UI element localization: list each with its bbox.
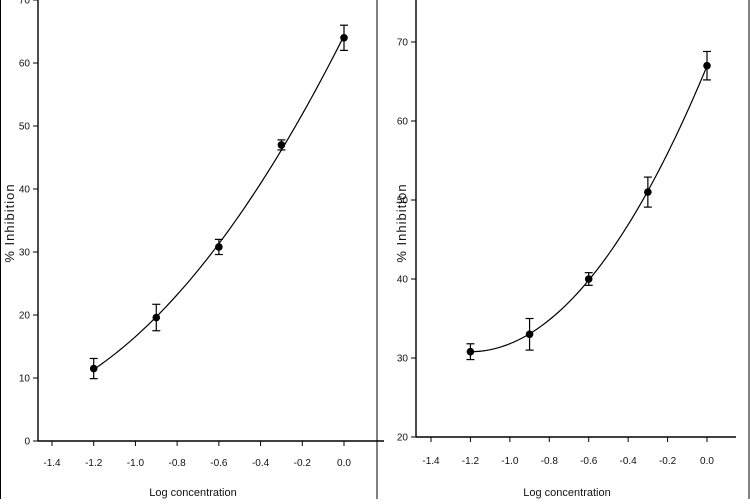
data-point bbox=[703, 61, 711, 70]
x-tick-label: -1.4 bbox=[43, 458, 61, 469]
x-tick-label: -1.0 bbox=[127, 458, 145, 469]
x-tick-label: 0.0 bbox=[337, 458, 351, 469]
y-tick-label: 60 bbox=[19, 59, 31, 70]
y-tick-label: 50 bbox=[19, 122, 31, 133]
x-axis-title: Log concentration bbox=[523, 487, 610, 499]
fit-curve bbox=[93, 35, 345, 370]
data-point bbox=[525, 330, 534, 339]
data-point bbox=[215, 243, 223, 251]
x-tick-label: -0.6 bbox=[210, 458, 228, 469]
x-tick-label: -0.8 bbox=[169, 458, 187, 469]
x-tick-label: -1.2 bbox=[85, 458, 103, 469]
x-tick-label: -0.4 bbox=[252, 458, 270, 469]
data-point bbox=[644, 188, 652, 196]
data-point bbox=[277, 141, 286, 149]
x-tick-label: -0.6 bbox=[580, 456, 598, 467]
left-chart-panel: -1.4 -1.2 -1.0 -0.8 -0.6 -0.4 -0.2 0.0 0 10 20 30 40… bbox=[2, 0, 384, 499]
x-tick-label: -0.8 bbox=[541, 456, 559, 467]
y-axis-title: % Inhibition bbox=[2, 183, 17, 262]
x-tick-label: -1.4 bbox=[422, 456, 440, 467]
y-tick-label: 10 bbox=[19, 374, 31, 385]
data-point bbox=[584, 275, 593, 283]
data-point bbox=[152, 313, 161, 322]
y-tick-label: 40 bbox=[397, 275, 409, 286]
data-point bbox=[466, 347, 475, 356]
x-tick-label: -1.0 bbox=[501, 456, 519, 467]
right-chart-panel: -1.4 -1.2 -1.0 -0.8 -0.6 -0.4 -0.2 0.0 20 30 40 50 6… bbox=[394, 0, 736, 499]
x-tick-label: 0.0 bbox=[700, 456, 714, 467]
y-tick-label: 50 bbox=[397, 196, 409, 207]
y-tick-label: 20 bbox=[19, 311, 31, 322]
x-tick-label: -0.2 bbox=[659, 456, 677, 467]
y-tick-label: 30 bbox=[397, 354, 409, 365]
y-tick-label: 20 bbox=[397, 433, 409, 444]
x-tick-label: -0.2 bbox=[294, 458, 312, 469]
y-tick-label: 0 bbox=[24, 437, 30, 448]
x-tick-label: -1.2 bbox=[462, 456, 480, 467]
y-axis-title: % Inhibition bbox=[394, 183, 409, 262]
y-tick-label: 70 bbox=[397, 38, 409, 49]
y-tick-label: 70 bbox=[19, 0, 31, 7]
x-tick-label: -0.4 bbox=[620, 456, 638, 467]
fit-curve bbox=[470, 65, 708, 353]
y-tick-label: 30 bbox=[19, 248, 31, 259]
y-tick-label: 60 bbox=[397, 117, 409, 128]
x-axis-title: Log concentration bbox=[149, 487, 236, 499]
y-tick-label: 40 bbox=[19, 185, 31, 196]
data-point bbox=[340, 34, 348, 42]
data-point bbox=[89, 364, 98, 373]
